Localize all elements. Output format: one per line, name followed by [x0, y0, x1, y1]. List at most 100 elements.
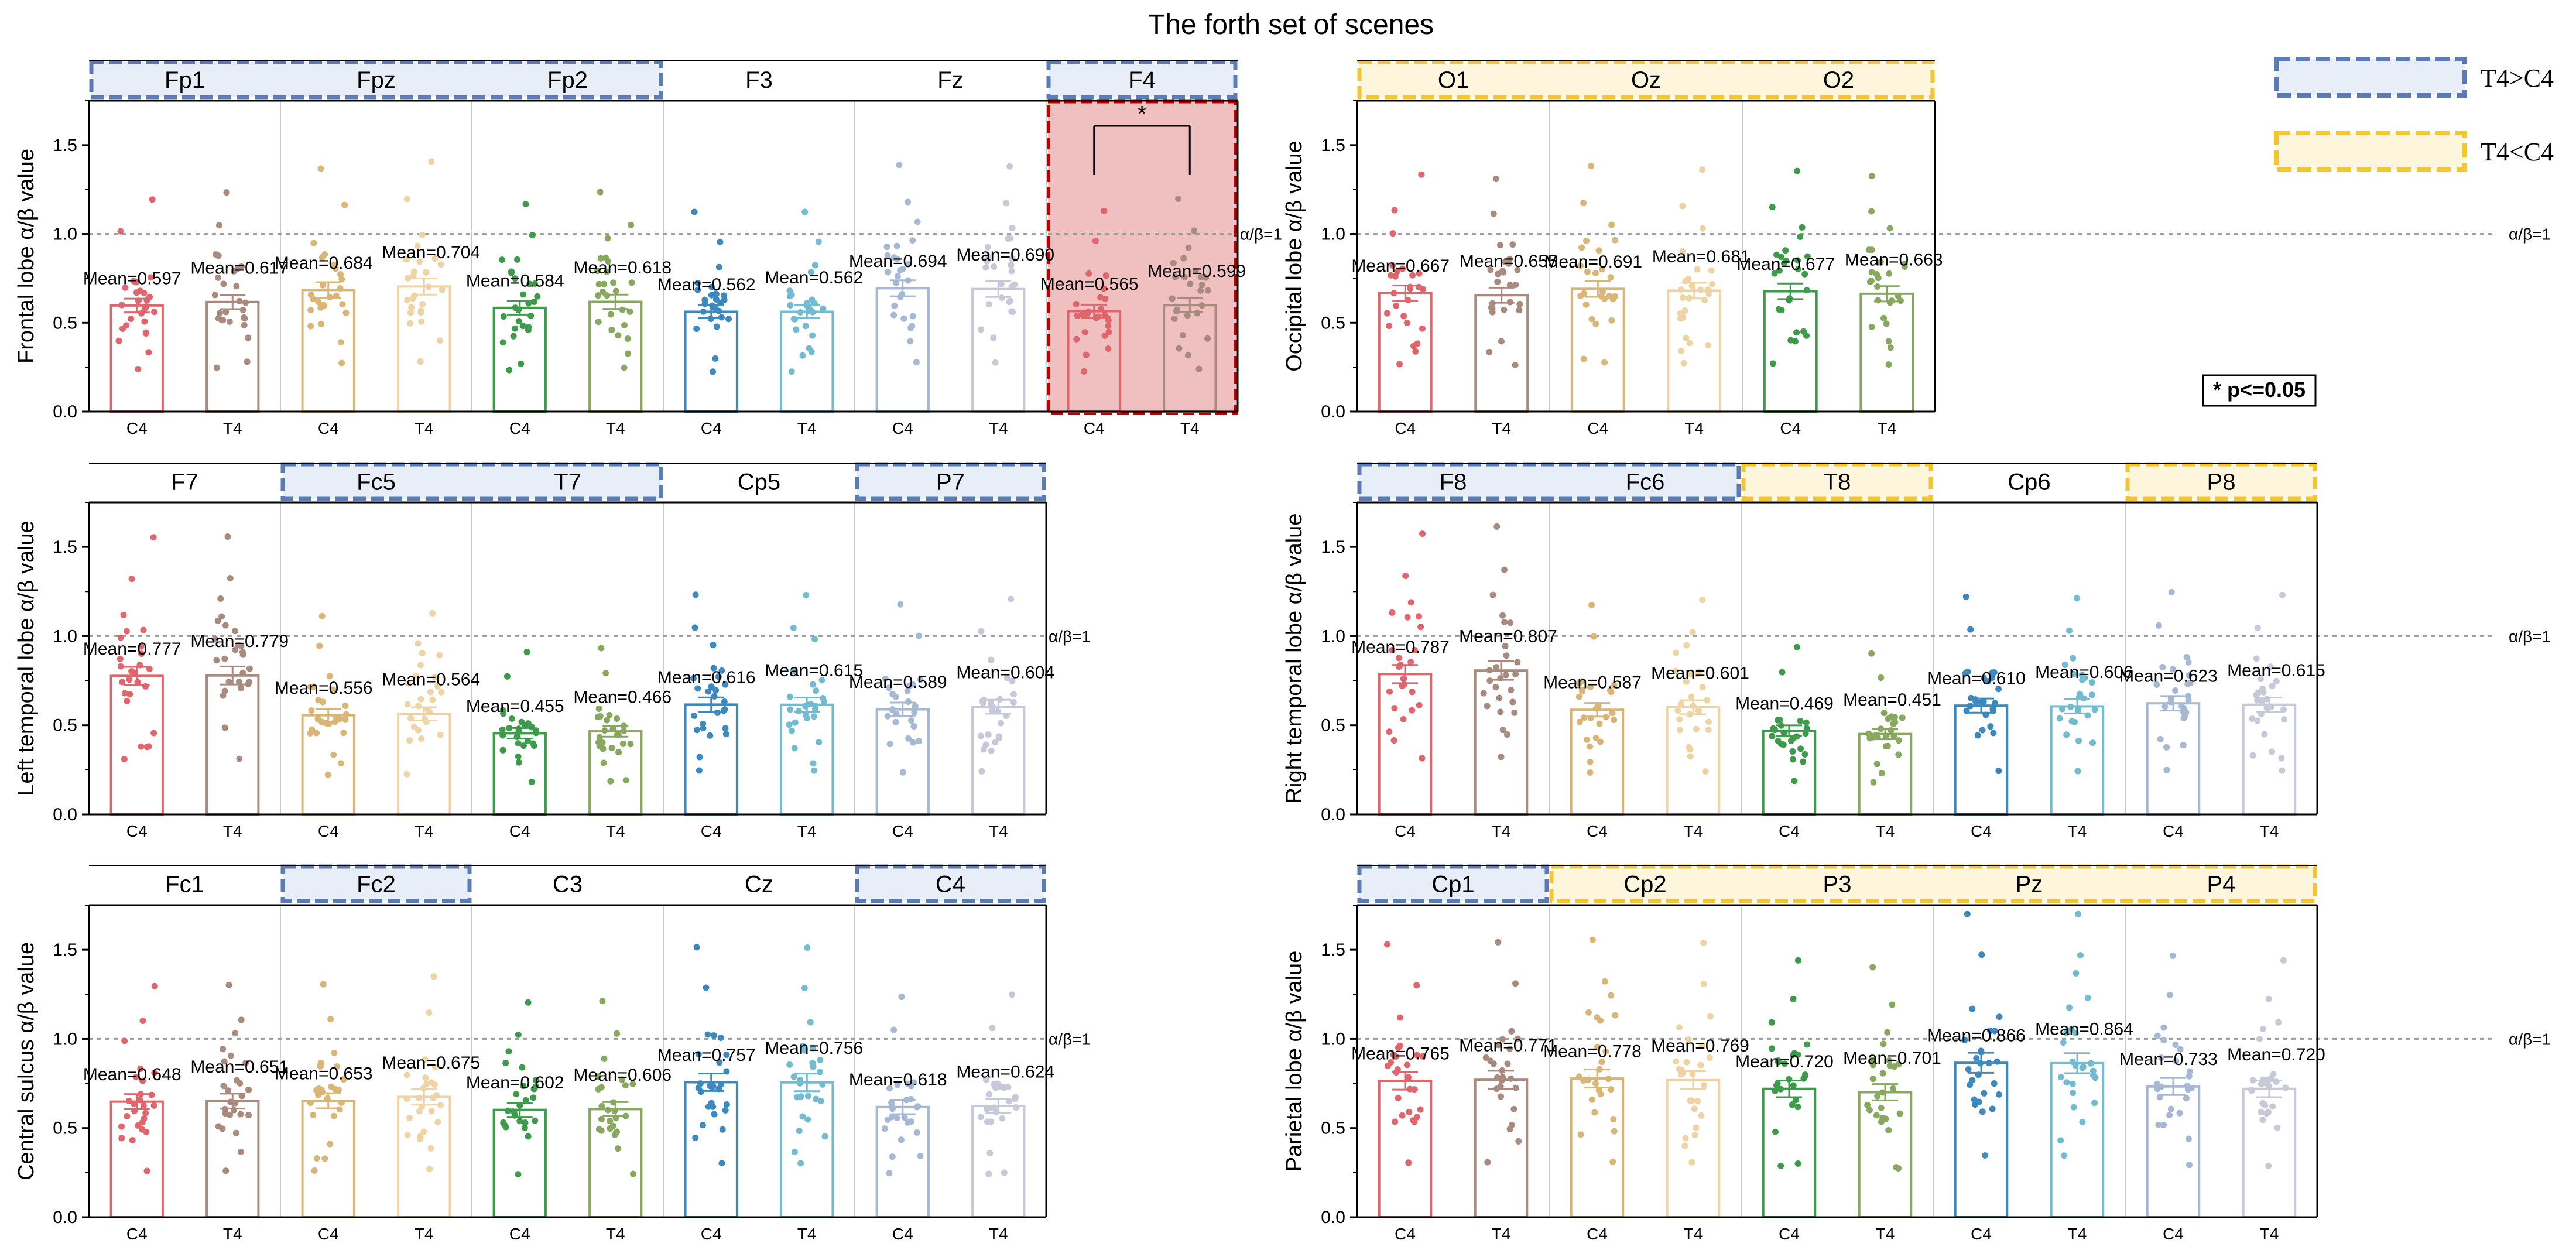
data-point	[908, 1118, 915, 1125]
data-point	[1608, 992, 1615, 999]
y-tick-label: 1.5	[53, 136, 77, 155]
data-point	[237, 1148, 244, 1155]
data-point	[1198, 282, 1205, 289]
x-tick-label: C4	[1395, 419, 1416, 437]
data-point	[151, 1069, 158, 1076]
data-point	[786, 721, 793, 728]
data-point	[625, 350, 632, 357]
data-point	[988, 747, 995, 754]
data-point	[327, 1016, 334, 1023]
channel-label-fc2: Fc2	[357, 872, 396, 898]
data-point	[982, 264, 989, 271]
data-point	[1611, 1128, 1618, 1135]
data-point	[431, 674, 439, 681]
data-point	[308, 707, 315, 714]
bar-fc2-c4	[301, 1100, 355, 1219]
data-point	[417, 696, 424, 703]
data-point	[331, 1049, 338, 1056]
chart-panel-0: Fp1 Fpz Fp2 F3 Fz F4 α/β=1 Mean=0.597 C4 Mean=0.6…	[14, 60, 1282, 437]
data-point	[595, 705, 602, 712]
data-point	[221, 1058, 228, 1065]
data-point	[1800, 758, 1807, 765]
data-point	[1676, 716, 1683, 723]
data-point	[801, 1047, 808, 1054]
data-point	[2279, 591, 2286, 598]
data-point	[418, 318, 425, 325]
data-point	[1608, 221, 1615, 228]
data-point	[1873, 1112, 1880, 1119]
data-point	[118, 1135, 125, 1142]
data-point	[242, 1060, 249, 1067]
data-point	[1780, 260, 1787, 267]
data-point	[712, 290, 720, 297]
data-point	[2168, 589, 2175, 596]
data-point	[320, 981, 327, 988]
data-point	[2275, 1019, 2282, 1026]
data-point	[1781, 1060, 1788, 1067]
x-tick-label: T4	[2260, 1225, 2279, 1243]
bar-c4-c4	[875, 1105, 930, 1219]
data-point	[1399, 1112, 1406, 1119]
data-point	[1676, 1024, 1683, 1031]
data-point	[595, 1085, 602, 1093]
data-point	[512, 325, 519, 332]
data-point	[989, 1025, 996, 1032]
data-point	[520, 742, 527, 749]
data-point	[1886, 225, 1893, 232]
data-point	[1972, 1101, 1979, 1108]
data-point	[1395, 1044, 1402, 1052]
data-point	[407, 320, 414, 327]
data-point	[1191, 227, 1198, 234]
data-point	[913, 1129, 920, 1136]
data-point	[614, 1128, 621, 1135]
data-point	[1978, 951, 1985, 958]
data-point	[1008, 262, 1015, 269]
data-point	[893, 279, 900, 286]
data-point	[212, 636, 219, 643]
data-point	[693, 944, 700, 951]
data-point	[411, 292, 418, 299]
data-point	[1419, 755, 1426, 762]
x-tick-label: C4	[318, 419, 339, 437]
mean-label: Mean=0.556	[275, 679, 373, 698]
data-point	[239, 669, 246, 676]
data-point	[423, 1080, 430, 1087]
data-point	[1880, 1040, 1887, 1047]
y-tick-label: 0.5	[53, 1119, 77, 1138]
data-point	[978, 326, 985, 333]
data-point	[2183, 654, 2190, 661]
data-point	[626, 308, 633, 315]
y-tick-label: 0.0	[53, 1208, 77, 1227]
data-point	[1185, 244, 1192, 251]
data-point	[1892, 718, 1899, 725]
data-point	[725, 316, 732, 323]
data-point	[1387, 1059, 1394, 1066]
data-point	[1410, 343, 1417, 350]
data-point	[415, 703, 422, 710]
data-point	[701, 296, 708, 303]
mean-label: Mean=0.648	[83, 1065, 181, 1084]
data-point	[2074, 595, 2081, 602]
data-point	[1774, 1080, 1781, 1087]
data-point	[2066, 627, 2073, 634]
data-point	[1413, 1052, 1420, 1059]
data-point	[1074, 313, 1081, 320]
data-point	[717, 238, 724, 245]
data-point	[2172, 1042, 2179, 1049]
mean-label: Mean=0.684	[275, 254, 373, 273]
data-point	[1407, 285, 1414, 292]
channel-label-p7: P7	[936, 470, 965, 495]
data-point	[992, 739, 999, 746]
data-point	[2273, 1078, 2280, 1085]
data-point	[532, 280, 539, 287]
data-point	[1609, 296, 1616, 303]
data-point	[1009, 224, 1016, 231]
data-point	[1995, 686, 2002, 693]
bar-oz-c4	[1570, 287, 1625, 413]
data-point	[1787, 337, 1794, 344]
data-point	[1197, 287, 1204, 294]
x-tick-label: T4	[1876, 822, 1895, 840]
data-point	[1388, 272, 1395, 279]
data-point	[1598, 1059, 1605, 1066]
data-point	[1486, 348, 1493, 355]
